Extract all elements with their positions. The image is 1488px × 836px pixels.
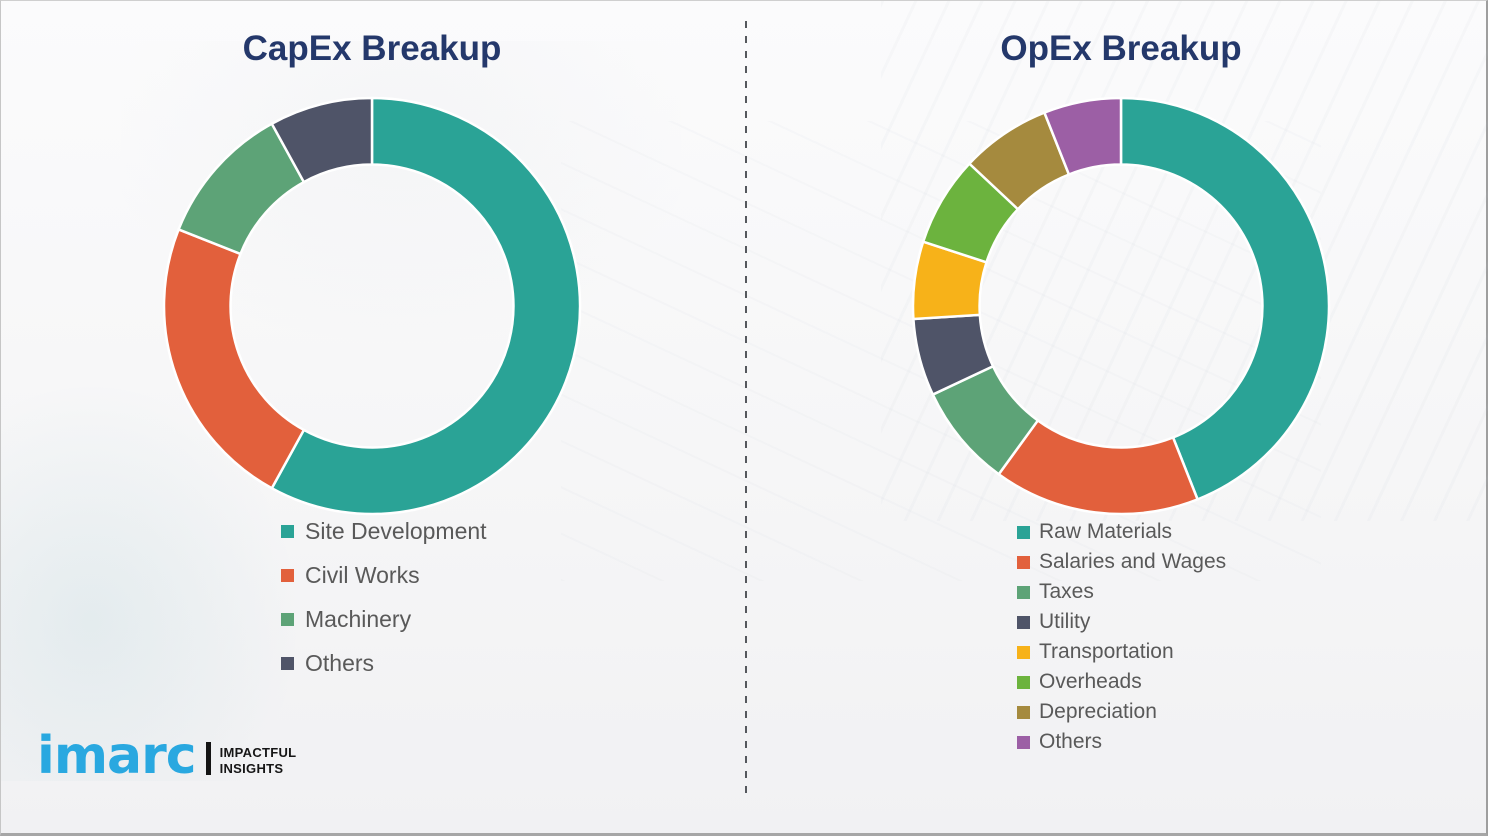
- legend-item-transportation: Transportation: [1017, 637, 1226, 667]
- legend-swatch-transportation: [1017, 645, 1030, 659]
- legend-item-machinery: Machinery: [281, 597, 487, 641]
- imarc-logo: imarc IMPACTFUL INSIGHTS: [37, 726, 297, 786]
- capex-legend: Site Development Civil Works Machinery Othe…: [281, 509, 487, 685]
- legend-label: Civil Works: [305, 561, 420, 588]
- logo-divider-bar: [205, 742, 211, 776]
- legend-swatch-depreciation: [1017, 705, 1030, 719]
- opex-chart-title: OpEx Breakup: [1000, 29, 1242, 68]
- legend-item-utility: Utility: [1017, 607, 1226, 637]
- legend-swatch-civil-works: [281, 568, 294, 582]
- logo-tagline: IMPACTFUL INSIGHTS: [220, 745, 297, 781]
- legend-swatch-others: [281, 656, 294, 670]
- legend-item-others: Others: [281, 641, 487, 685]
- legend-swatch-raw-materials: [1017, 525, 1030, 539]
- legend-label: Transportation: [1039, 640, 1174, 663]
- capex-chart-title: CapEx Breakup: [242, 29, 502, 68]
- legend-item-salaries-and-wages: Salaries and Wages: [1017, 547, 1226, 577]
- legend-swatch-machinery: [281, 612, 294, 626]
- opex-breakup-svg: [911, 96, 1331, 516]
- logo-tagline-line1: IMPACTFUL: [219, 745, 297, 761]
- legend-item-depreciation: Depreciation: [1017, 697, 1226, 727]
- imarc-wordmark: imarc: [37, 726, 197, 786]
- legend-item-others: Others: [1017, 727, 1226, 757]
- legend-item-raw-materials: Raw Materials: [1017, 517, 1226, 547]
- legend-swatch-overheads: [1017, 675, 1030, 689]
- logo-tagline-line2: INSIGHTS: [219, 760, 284, 776]
- legend-label: Taxes: [1039, 580, 1094, 603]
- legend-label: Overheads: [1039, 670, 1142, 693]
- donut-segment-raw-materials: [1119, 96, 1331, 501]
- capex-donut-chart: [162, 96, 582, 516]
- legend-swatch-utility: [1017, 615, 1030, 629]
- legend-label: Depreciation: [1039, 700, 1157, 723]
- legend-item-taxes: Taxes: [1017, 577, 1226, 607]
- dashed-divider-line: [745, 21, 747, 793]
- capex-breakup-svg: [162, 96, 582, 516]
- donut-segment-civil-works: [162, 228, 306, 490]
- donut-segment-others: [1043, 96, 1123, 176]
- opex-legend: Raw Materials Salaries and Wages Taxes Util…: [1017, 517, 1226, 757]
- legend-item-civil-works: Civil Works: [281, 553, 487, 597]
- legend-label: Salaries and Wages: [1039, 550, 1227, 573]
- legend-item-overheads: Overheads: [1017, 667, 1226, 697]
- legend-label: Utility: [1039, 610, 1091, 633]
- legend-swatch-site-development: [281, 524, 294, 538]
- donut-segment-site-development: [270, 96, 582, 516]
- legend-label: Machinery: [305, 605, 412, 632]
- legend-label: Site Development: [305, 517, 487, 544]
- legend-swatch-others: [1017, 735, 1030, 749]
- opex-donut-chart: [911, 96, 1331, 516]
- legend-swatch-salaries-and-wages: [1017, 555, 1030, 569]
- legend-item-site-development: Site Development: [281, 509, 487, 553]
- legend-label: Others: [1039, 730, 1103, 753]
- legend-swatch-taxes: [1017, 585, 1030, 599]
- legend-label: Raw Materials: [1039, 520, 1173, 543]
- legend-label: Others: [305, 649, 375, 676]
- donut-segment-others: [270, 96, 374, 184]
